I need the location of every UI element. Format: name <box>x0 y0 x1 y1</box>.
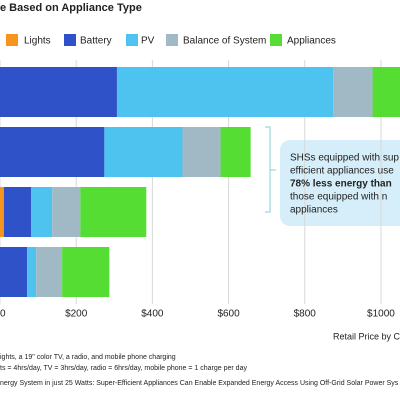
annotation-text: 78% less energy than <box>290 179 392 190</box>
bar-segment <box>220 127 251 177</box>
annotation-text: efficient appliances use <box>290 166 394 177</box>
legend-swatch <box>6 34 18 46</box>
bar-segment <box>80 187 147 237</box>
legend-swatch <box>64 34 76 46</box>
bar-segment <box>0 67 117 117</box>
footnote: ights, a 19" color TV, a radio, and mobi… <box>0 354 176 361</box>
bar-segment <box>104 127 183 177</box>
legend-label: Balance of System <box>183 36 266 47</box>
legend-label: PV <box>141 36 155 47</box>
footnote: ts = 4hrs/day, TV = 3hrs/day, radio = 6h… <box>0 365 247 372</box>
bar-segment <box>0 187 4 237</box>
annotation-text: appliances <box>290 205 338 216</box>
x-tick-label: $1000 <box>367 309 395 320</box>
bar-segment <box>3 187 32 237</box>
bar-segment <box>333 67 373 117</box>
x-tick-label: 0 <box>0 309 6 320</box>
bar-segment <box>52 187 81 237</box>
x-tick-label: $800 <box>294 309 317 320</box>
x-tick-label: $400 <box>141 309 164 320</box>
x-axis-title: Retail Price by C <box>333 331 400 341</box>
bar-segment <box>27 247 37 297</box>
legend-swatch <box>126 34 138 46</box>
chart-title: e Based on Appliance Type <box>0 2 142 14</box>
legend-label: Lights <box>24 36 51 47</box>
footnote: nergy System in just 25 Watts: Super-Eff… <box>0 380 399 387</box>
bar-segment <box>62 247 110 297</box>
annotation-box <box>280 140 400 226</box>
bar-segment <box>36 247 63 297</box>
bar-segment <box>31 187 53 237</box>
bar-segment <box>372 67 400 117</box>
annotation-text: those equipped with n <box>290 192 387 203</box>
annotation-text: SHSs equipped with sup <box>290 153 399 164</box>
bar-segment <box>116 67 334 117</box>
x-tick-label: $600 <box>217 309 240 320</box>
legend-label: Battery <box>80 36 112 47</box>
bracket <box>265 126 276 213</box>
legend-swatch <box>270 34 282 46</box>
bar-segment <box>0 247 28 297</box>
bar-segment <box>182 127 221 177</box>
legend-label: Appliances <box>287 36 336 47</box>
bar-segment <box>0 127 105 177</box>
legend-swatch <box>166 34 178 46</box>
x-tick-label: $200 <box>65 309 88 320</box>
